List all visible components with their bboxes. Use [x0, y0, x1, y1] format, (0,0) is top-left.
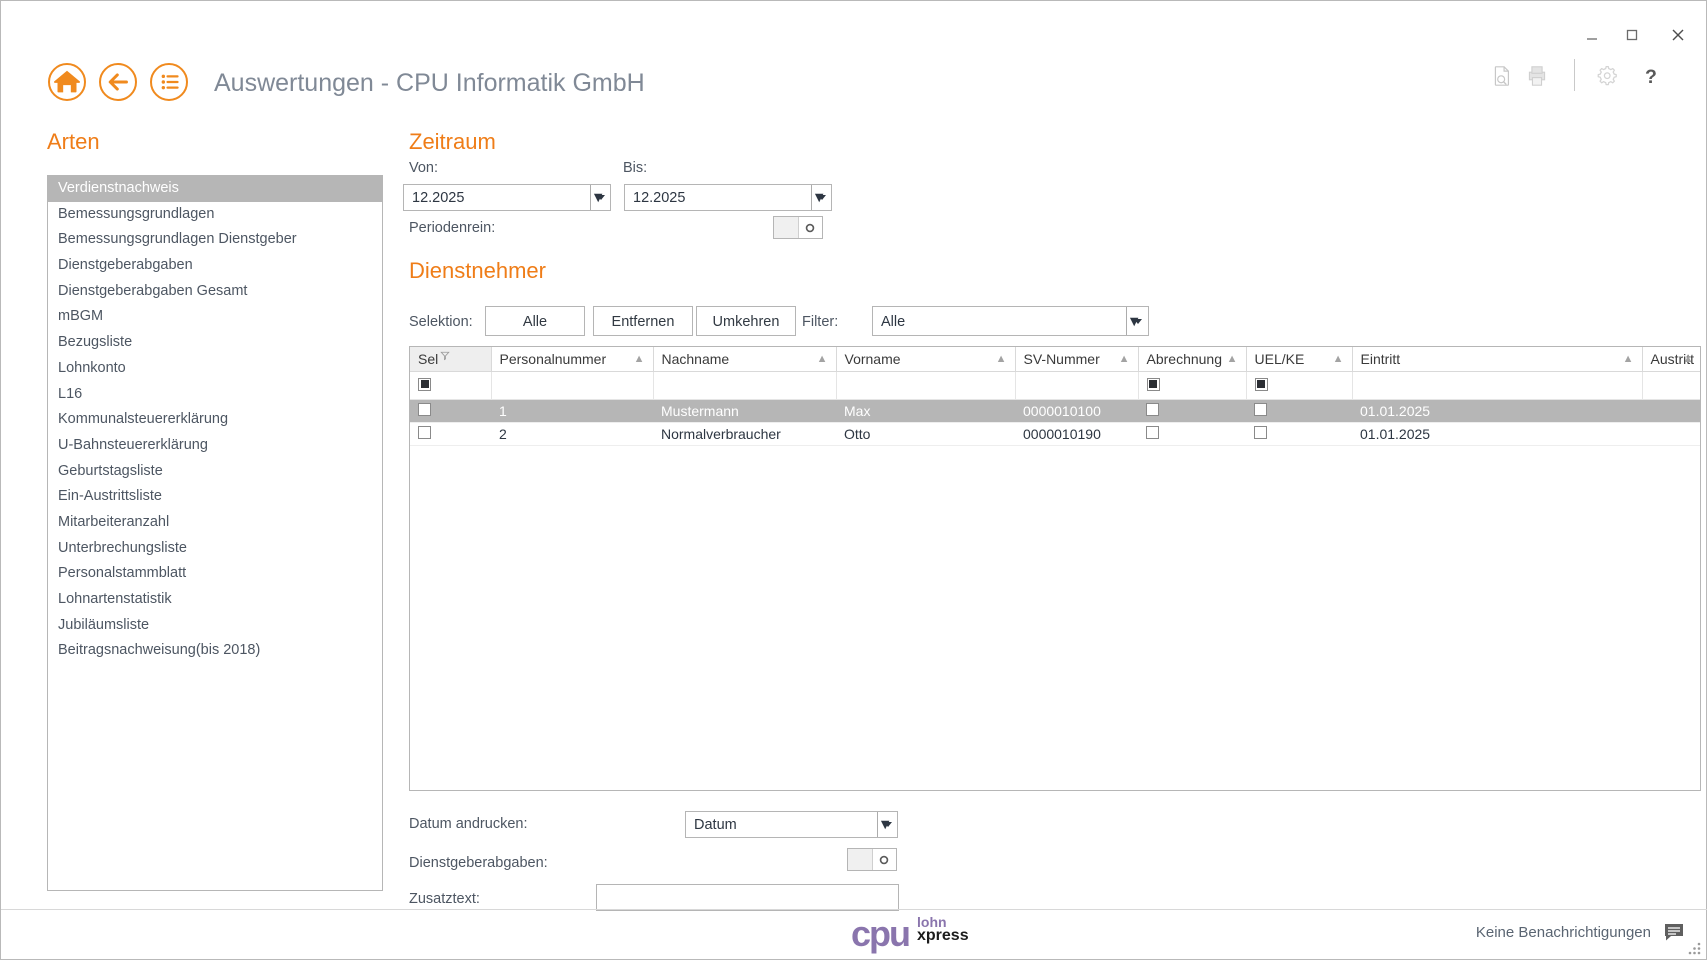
svg-text:?: ? — [1645, 66, 1657, 88]
